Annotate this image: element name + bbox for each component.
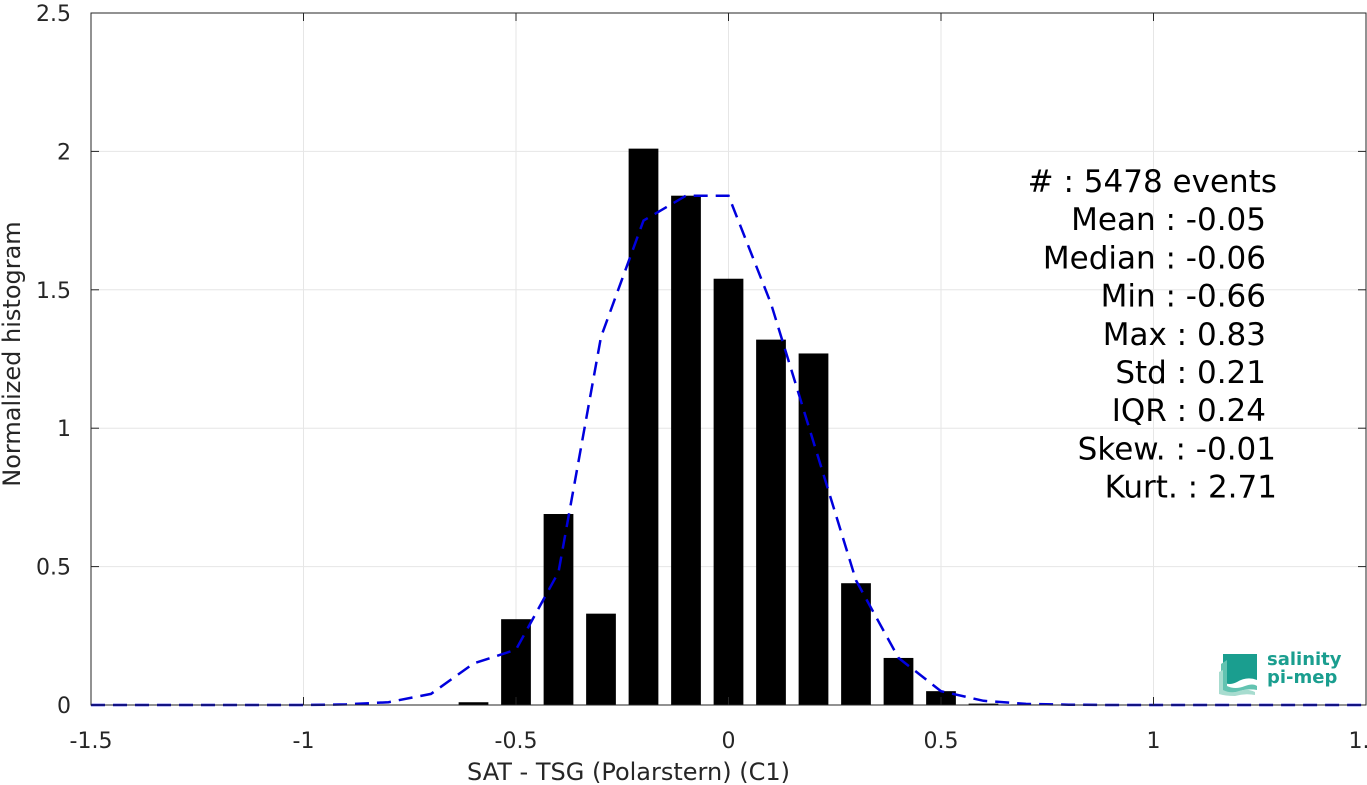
y-tick-label: 2.5: [36, 2, 71, 27]
y-tick-label: 1.5: [36, 279, 71, 304]
histogram-bar: [841, 583, 871, 705]
histogram-bar: [628, 148, 659, 705]
histogram-bar: [543, 514, 574, 705]
ticks: [90, 12, 1367, 706]
x-tick-label: -1.5: [70, 729, 113, 754]
histogram-bar: [756, 339, 786, 705]
y-tick-labels: 0 0.5 1 1.5 2 2.5: [36, 2, 71, 719]
bars: [458, 148, 1041, 706]
x-axis-label: SAT - TSG (Polarstern) (C1): [467, 758, 790, 785]
y-tick-label: 1: [57, 417, 71, 442]
x-tick-label: -0.5: [495, 729, 538, 754]
stat-line: Min : -0.66: [1101, 279, 1266, 315]
y-tick-label: 0.5: [36, 556, 71, 581]
histogram-bar: [798, 353, 829, 705]
x-tick-label: -1: [293, 729, 315, 754]
stat-line: IQR : 0.24: [1112, 393, 1266, 429]
x-tick-labels: -1.5 -1 -0.5 0 0.5 1 1.5: [70, 729, 1367, 754]
x-tick-label: 0: [722, 729, 736, 754]
y-tick-label: 0: [57, 694, 71, 719]
stat-line: Median : -0.06: [1043, 240, 1266, 276]
y-axis-label: Normalized histogram: [0, 221, 26, 486]
x-tick-label: 1.5: [1349, 729, 1367, 754]
y-tick-label: 2: [57, 140, 71, 165]
histogram-bar: [458, 702, 489, 705]
logo-text-salinity: salinity: [1267, 649, 1342, 670]
x-tick-label: 1: [1147, 729, 1161, 754]
histogram-bar: [501, 619, 531, 705]
stat-line: Max : 0.83: [1103, 317, 1266, 353]
histogram-bar: [671, 195, 701, 706]
stat-line: Mean : -0.05: [1071, 202, 1266, 238]
histogram-bar: [968, 703, 999, 705]
histogram-bar: [586, 613, 616, 705]
stat-line: Std : 0.21: [1115, 355, 1266, 391]
salinity-pi-mep-logo: salinity pi-mep: [1217, 648, 1347, 696]
x-tick-label: 0.5: [924, 729, 959, 754]
stat-line: Kurt. : 2.71: [1105, 470, 1277, 506]
histogram-bar: [713, 278, 744, 705]
logo-text-pi-mep: pi-mep: [1267, 667, 1338, 688]
stat-line: Skew. : -0.01: [1078, 431, 1276, 467]
wave-icon: [1219, 654, 1257, 696]
stat-line: # : 5478 events: [1028, 164, 1277, 200]
